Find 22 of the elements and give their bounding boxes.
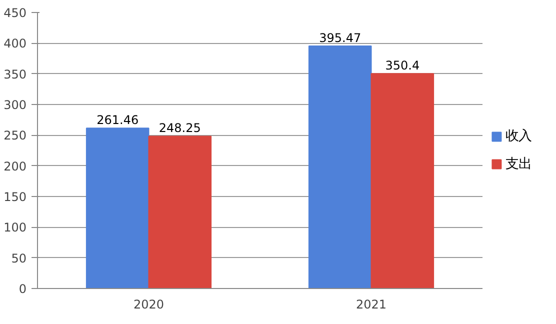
- data-label: 395.47: [319, 30, 362, 45]
- data-label: 261.46: [96, 113, 139, 128]
- y-tick-label: 300: [4, 98, 26, 112]
- y-tick-label: 150: [4, 190, 26, 204]
- y-tick-label: 450: [4, 6, 26, 20]
- bar: [370, 73, 434, 288]
- y-tick-label: 50: [11, 251, 27, 266]
- data-label: 248.25: [158, 121, 201, 136]
- legend-label: 支出: [506, 156, 532, 172]
- bar: [148, 136, 212, 288]
- x-tick-label: 2021: [356, 298, 387, 312]
- bar: [308, 45, 372, 288]
- y-tick-label: 100: [4, 220, 26, 235]
- y-tick-label: 0: [18, 282, 27, 296]
- x-tick-label: 2020: [133, 298, 164, 312]
- data-label: 350.4: [385, 58, 420, 73]
- y-tick-label: 400: [4, 36, 26, 51]
- y-tick-label: 200: [4, 159, 26, 174]
- legend-label: 收入: [506, 129, 532, 144]
- y-tick-label: 250: [4, 128, 26, 143]
- bar: [86, 128, 150, 288]
- y-tick-label: 350: [4, 67, 26, 82]
